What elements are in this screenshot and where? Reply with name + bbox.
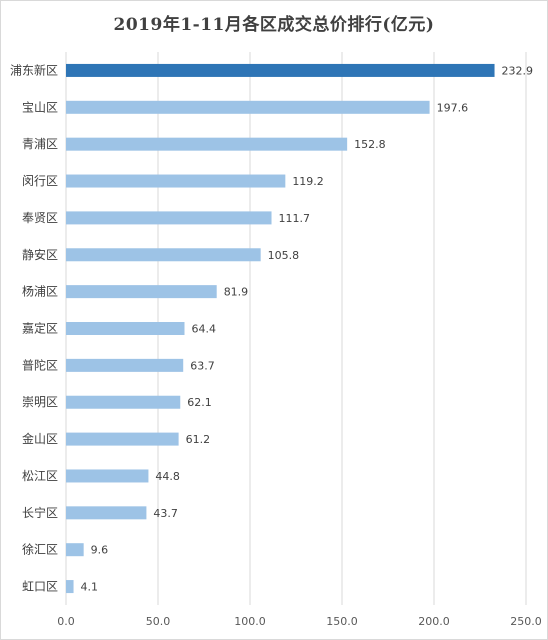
category-label: 宝山区 bbox=[22, 100, 58, 114]
bar bbox=[66, 543, 84, 557]
bar bbox=[66, 469, 149, 483]
data-label: 63.7 bbox=[190, 359, 215, 372]
data-label: 152.8 bbox=[354, 138, 386, 151]
category-label: 虹口区 bbox=[22, 580, 58, 594]
category-label: 金山区 bbox=[22, 431, 58, 446]
category-label: 崇明区 bbox=[22, 395, 58, 409]
bar bbox=[66, 506, 147, 520]
category-label: 静安区 bbox=[22, 247, 58, 262]
bar bbox=[66, 100, 430, 114]
x-tick-label: 200.0 bbox=[418, 615, 450, 628]
bar bbox=[66, 432, 179, 446]
data-label: 197.6 bbox=[437, 101, 469, 114]
bar bbox=[66, 174, 286, 188]
bar bbox=[66, 211, 272, 225]
category-label: 徐汇区 bbox=[22, 542, 58, 557]
category-label: 浦东新区 bbox=[10, 62, 58, 77]
category-label: 闵行区 bbox=[22, 173, 58, 188]
x-tick-label: 250.0 bbox=[510, 615, 542, 628]
category-label: 普陀区 bbox=[22, 357, 58, 372]
category-label: 杨浦区 bbox=[22, 284, 58, 299]
bar bbox=[66, 395, 181, 409]
bar bbox=[66, 137, 348, 151]
bar bbox=[66, 285, 217, 299]
x-tick-label: 50.0 bbox=[146, 615, 171, 628]
data-label: 44.8 bbox=[155, 470, 180, 483]
data-label: 9.6 bbox=[91, 544, 109, 557]
category-label: 长宁区 bbox=[22, 505, 58, 520]
data-label: 105.8 bbox=[268, 249, 300, 262]
data-label: 111.7 bbox=[279, 212, 311, 225]
bar bbox=[66, 63, 495, 77]
data-label: 43.7 bbox=[153, 507, 178, 520]
category-label: 嘉定区 bbox=[22, 321, 58, 336]
bar bbox=[66, 358, 184, 372]
bar bbox=[66, 580, 74, 594]
category-label: 奉贤区 bbox=[22, 211, 58, 225]
data-label: 4.1 bbox=[81, 581, 99, 594]
x-tick-label: 100.0 bbox=[234, 615, 266, 628]
bar bbox=[66, 248, 261, 262]
data-label: 64.4 bbox=[191, 323, 216, 336]
data-label: 232.9 bbox=[502, 64, 534, 77]
chart-title: 2019年1-11月各区成交总价排行(亿元) bbox=[113, 15, 435, 35]
data-label: 62.1 bbox=[187, 396, 212, 409]
x-tick-label: 0.0 bbox=[57, 615, 75, 628]
data-label: 61.2 bbox=[186, 433, 211, 446]
category-label: 松江区 bbox=[22, 469, 58, 483]
x-tick-label: 150.0 bbox=[326, 615, 358, 628]
category-label: 青浦区 bbox=[22, 137, 58, 151]
data-label: 119.2 bbox=[292, 175, 324, 188]
data-label: 81.9 bbox=[224, 286, 249, 299]
bar bbox=[66, 322, 185, 335]
